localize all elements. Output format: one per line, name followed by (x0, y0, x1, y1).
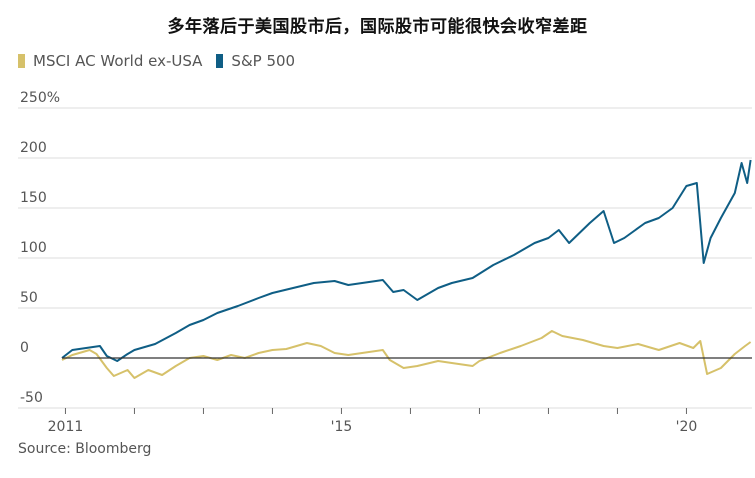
series-line-sp500 (61, 159, 752, 362)
source-note: Source: Bloomberg (18, 441, 152, 457)
legend-item-msci: MSCI AC World ex-USA (18, 52, 202, 70)
x-tick-label: '15 (331, 419, 353, 435)
legend-swatch-msci (18, 54, 25, 68)
chart-title: 多年落后于美国股市后，国际股市可能很快会收窄差距 (167, 17, 588, 37)
legend: MSCI AC World ex-USA S&P 500 (18, 52, 309, 70)
y-tick-label: 0 (20, 340, 29, 356)
legend-label-sp500: S&P 500 (231, 52, 296, 70)
legend-label-msci: MSCI AC World ex-USA (33, 52, 203, 70)
x-tick-label: '20 (676, 419, 698, 435)
y-tick-label: 200 (20, 140, 47, 156)
y-tick-label: 250% (20, 90, 60, 106)
legend-item-sp500: S&P 500 (216, 52, 295, 70)
y-tick-label: 100 (20, 240, 47, 256)
x-tick-label: 2011 (48, 419, 84, 435)
y-tick-label: 50 (20, 290, 38, 306)
y-tick-label: -50 (20, 390, 43, 406)
series-line-msci (61, 330, 752, 379)
legend-swatch-sp500 (216, 54, 224, 68)
y-tick-label: 150 (20, 190, 47, 206)
